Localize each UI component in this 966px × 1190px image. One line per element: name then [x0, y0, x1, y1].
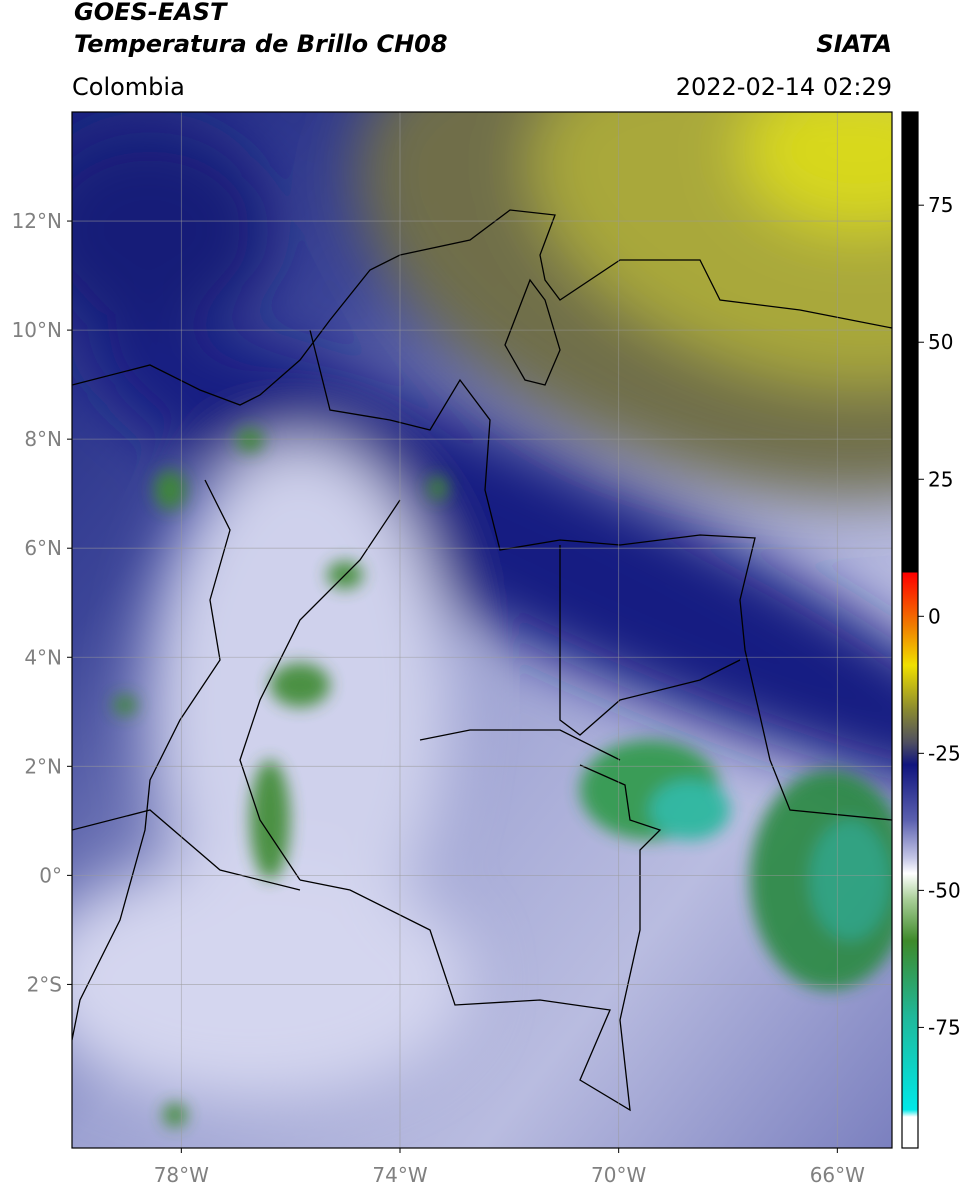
lat-label: 4°N: [24, 645, 62, 669]
colorbar-tick-label: 25: [928, 467, 953, 491]
map-frame: [71, 111, 893, 1149]
title-line: GOES-EAST: [74, 0, 228, 26]
lon-label: 70°W: [591, 1163, 646, 1187]
colorbar-ticks: 75 50 25 0 -25 -50 -75: [918, 193, 961, 1039]
lat-label: 10°N: [12, 318, 62, 342]
lat-label: 2°N: [24, 754, 62, 778]
borders: [72, 209, 892, 1112]
datetime: 2022-02-14 02:29: [676, 73, 892, 101]
lat-label: 8°N: [24, 427, 62, 451]
colorbar-frame: [901, 111, 919, 1149]
lon-label: 74°W: [372, 1163, 427, 1187]
graticule: [72, 112, 892, 1148]
lat-label: 2°S: [27, 972, 62, 996]
lat-label: 12°N: [12, 209, 62, 233]
lon-label: 78°W: [154, 1163, 209, 1187]
lat-label: 6°N: [24, 536, 62, 560]
colorbar-tick-label: 75: [928, 193, 953, 217]
colorbar-tick-label: -50: [928, 878, 961, 902]
colorbar-tick-label: -25: [928, 741, 961, 765]
title-line: Temperatura de Brillo CH08: [74, 30, 448, 58]
lat-label: 0°: [39, 863, 62, 887]
region: Colombia: [72, 73, 185, 101]
source: SIATA: [816, 30, 892, 58]
satellite-image: [72, 112, 892, 1148]
colorbar-tick-label: -75: [928, 1015, 961, 1039]
colorbar-tick-label: 0: [928, 604, 941, 628]
lon-label: 66°W: [810, 1163, 865, 1187]
colorbar-tick-label: 50: [928, 330, 953, 354]
colorbar: [902, 112, 918, 1148]
